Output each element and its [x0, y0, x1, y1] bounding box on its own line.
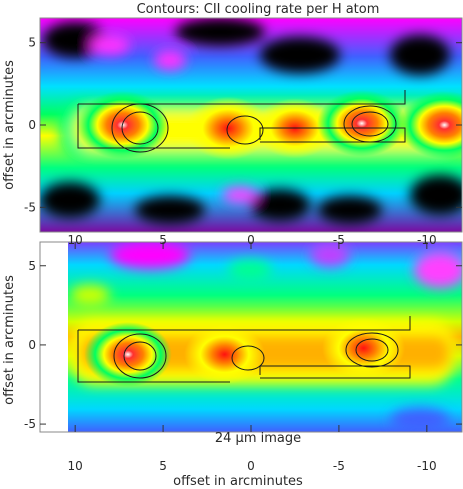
x-axis-label: offset in arcminutes [173, 474, 303, 489]
bottom-contours [77, 316, 411, 383]
y-tick-label: 5 [28, 36, 36, 50]
bottom-heatmap [40, 242, 462, 432]
x-tick-label: 0 [247, 459, 255, 473]
y-tick-label: 0 [28, 338, 36, 352]
y-tick-label: -5 [24, 417, 36, 431]
top-panel: Contours: CII cooling rate per H atom [2, 2, 463, 233]
bottom-y-ticks: 5 0 -5 [24, 259, 462, 431]
top-y-ticks: 5 0 -5 [24, 36, 462, 214]
x-tick-label: 5 [159, 459, 167, 473]
y-tick-label: -5 [24, 200, 36, 214]
x-ticks: 10 5 0 -5 -10 [68, 242, 437, 473]
x-tick-label: 10 [68, 459, 83, 473]
x-ticks-mirror: 10 5 0 -5 -10 [68, 233, 437, 247]
bottom-panel: 5 0 -5 10 5 0 -5 -10 10 5 0 -5 -10 offset in arcmi… [2, 233, 463, 489]
bottom-sources [84, 317, 406, 387]
top-y-axis-label: offset in arcminutes [2, 60, 17, 190]
x-tick-label-mirror: 0 [247, 233, 255, 247]
x-tick-label-mirror: -5 [333, 233, 345, 247]
heatmap-source [316, 90, 407, 157]
annotation-24um: 24 μm image [215, 431, 301, 446]
top-heatmap [40, 18, 462, 232]
x-tick-label: -10 [417, 459, 437, 473]
x-tick-label-mirror: 5 [159, 233, 167, 247]
x-tick-label-mirror: -10 [417, 233, 437, 247]
bottom-y-axis-label: offset in arcminutes [2, 275, 17, 405]
heatmap-source [184, 324, 266, 385]
top-contours [77, 90, 406, 153]
x-tick-label-mirror: 10 [68, 233, 83, 247]
heatmap-source [321, 317, 406, 379]
y-tick-label: 5 [28, 259, 36, 273]
heatmap-source [398, 91, 462, 159]
chart-title: Contours: CII cooling rate per H atom [137, 2, 380, 17]
heatmap-source [84, 322, 172, 387]
x-tick-label: -5 [333, 459, 345, 473]
y-tick-label: 0 [28, 118, 36, 132]
